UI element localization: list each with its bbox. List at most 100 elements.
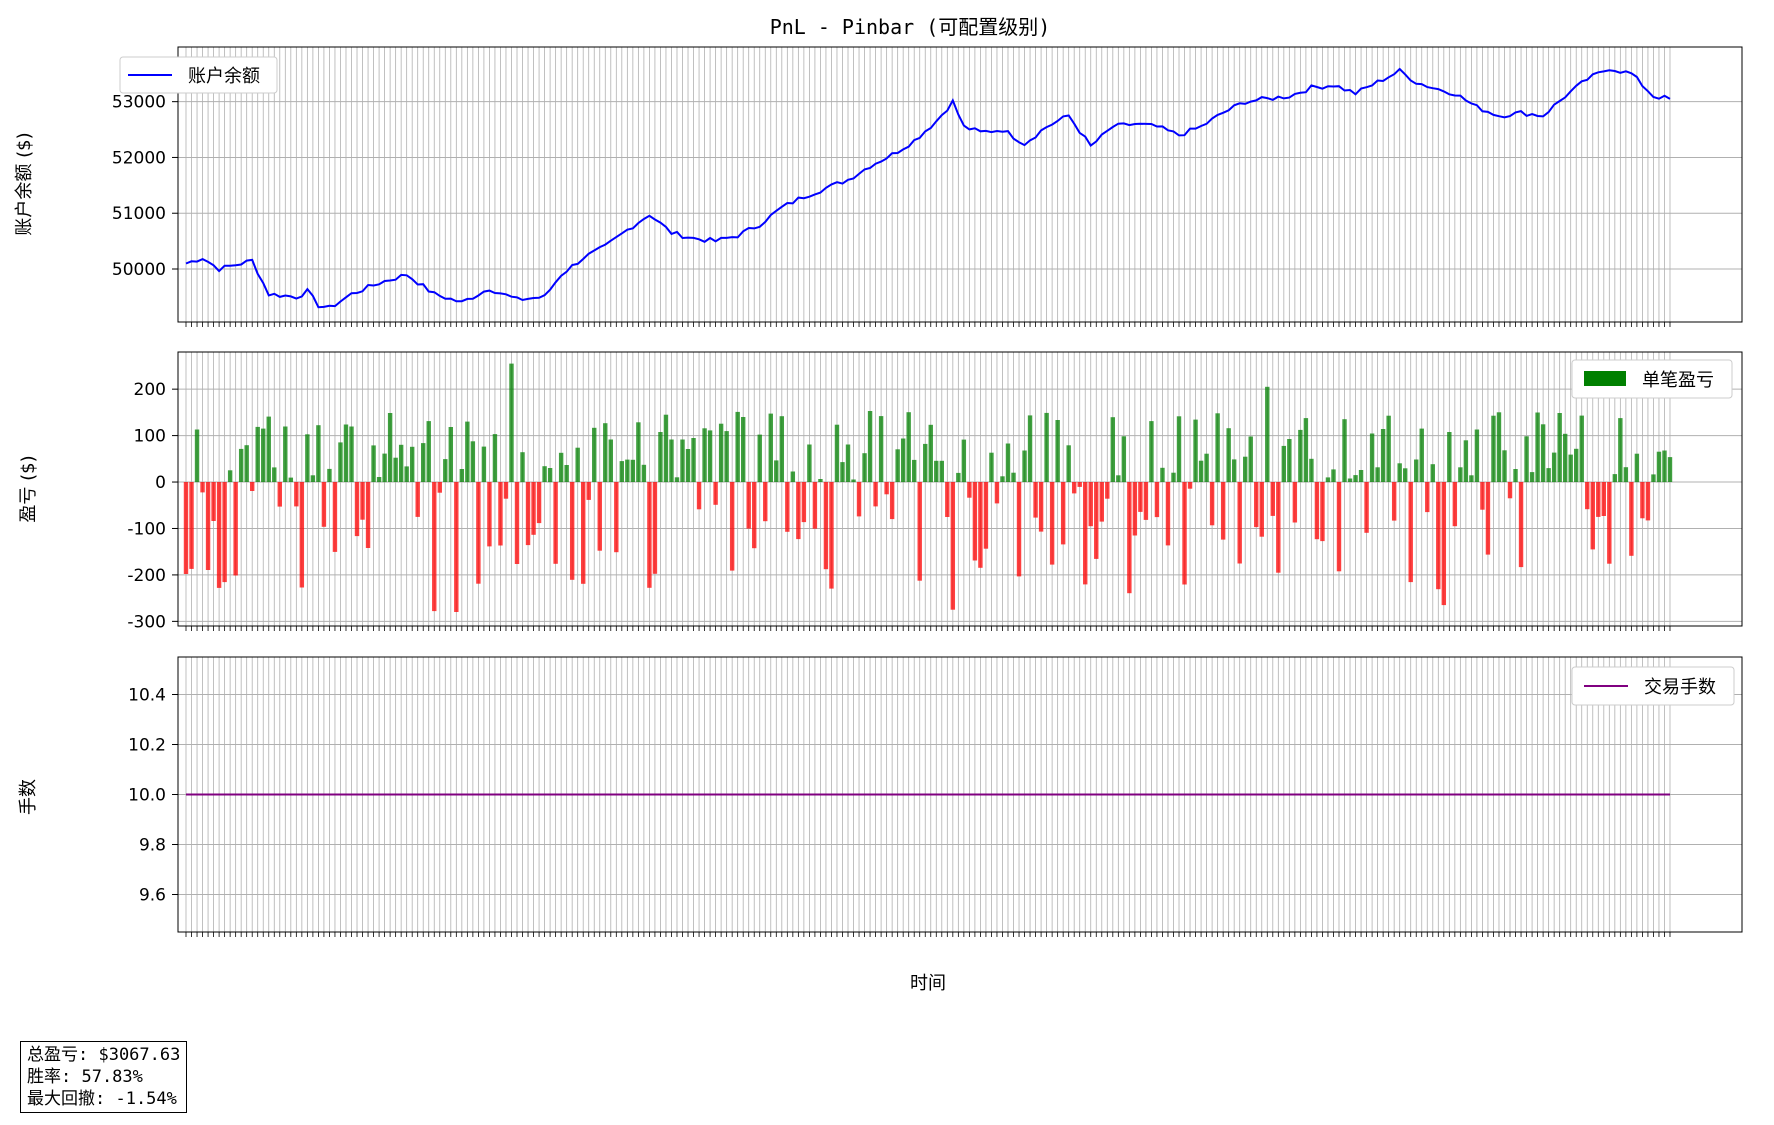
- y-tick-label: 51000: [112, 204, 166, 224]
- pnl-bar: [1198, 460, 1204, 482]
- pnl-panel: -300 -200 -100 0 100 200 盈亏 ($) 单笔盈亏: [18, 351, 1743, 632]
- pnl-bar: [194, 429, 200, 483]
- pnl-bar: [1540, 424, 1546, 482]
- pnl-bar: [1176, 416, 1182, 482]
- pnl-bar: [216, 482, 222, 588]
- pnl-bar: [1193, 419, 1198, 482]
- pnl-bar: [448, 427, 454, 482]
- pnl-bar: [1656, 451, 1662, 483]
- pnl-bar: [1000, 476, 1005, 482]
- pnl-bar: [393, 457, 398, 482]
- pnl-bar: [564, 465, 569, 482]
- pnl-bar: [1005, 443, 1011, 482]
- pnl-bar: [465, 421, 470, 483]
- pnl-bar: [1414, 459, 1419, 482]
- figure-title: PnL - Pinbar (可配置级别): [770, 15, 1051, 39]
- pnl-bar: [459, 469, 465, 482]
- pnl-bar: [1667, 457, 1673, 482]
- pnl-bar: [1281, 445, 1287, 483]
- pnl-bar: [674, 477, 680, 482]
- lots-axes-frame: [177, 656, 1743, 933]
- pnl-bar: [685, 449, 691, 482]
- pnl-bar: [283, 426, 288, 482]
- pnl-bar: [1480, 482, 1485, 510]
- y-tick-label: -200: [127, 566, 166, 586]
- pnl-bar: [630, 459, 636, 482]
- pnl-bar: [1518, 482, 1524, 568]
- pnl-bar: [1391, 482, 1397, 521]
- pnl-bar: [967, 482, 972, 498]
- pnl-bar: [332, 482, 338, 552]
- pnl-bar: [1601, 482, 1606, 516]
- pnl-bar: [867, 411, 873, 483]
- y-tick-label: 0: [155, 473, 166, 493]
- pnl-bar: [878, 416, 884, 482]
- pnl-bar: [1149, 421, 1154, 483]
- pnl-bar: [1204, 453, 1209, 482]
- pnl-grid: [178, 352, 1742, 626]
- pnl-bar: [1579, 415, 1584, 482]
- pnl-bar: [735, 411, 740, 482]
- pnl-bar: [1154, 482, 1160, 518]
- pnl-bar: [972, 482, 978, 561]
- pnl-bar: [1474, 429, 1480, 482]
- pnl-bar: [796, 482, 801, 540]
- pnl-bar: [266, 416, 271, 483]
- pnl-bar: [1270, 482, 1275, 516]
- pnl-bar: [807, 444, 812, 482]
- pnl-bar: [558, 452, 564, 483]
- pnl-bar: [757, 434, 762, 483]
- pnl-bar: [1463, 440, 1469, 482]
- pnl-bar: [812, 482, 818, 529]
- pnl-bar: [1077, 482, 1082, 487]
- pnl-bar: [211, 482, 216, 521]
- pnl-bar: [1458, 467, 1463, 482]
- pnl-bar: [183, 482, 189, 574]
- pnl-bar: [790, 471, 796, 482]
- pnl-bar: [724, 431, 729, 482]
- pnl-bar: [277, 482, 282, 507]
- pnl-bar: [1607, 482, 1612, 564]
- pnl-bar: [1127, 482, 1132, 594]
- pnl-bar: [603, 423, 608, 482]
- pnl-bar: [1033, 482, 1038, 518]
- balance-y-label: 账户余额 ($): [14, 132, 35, 235]
- pnl-bar: [1640, 482, 1645, 519]
- pnl-bar: [691, 438, 696, 482]
- pnl-bar: [1303, 418, 1309, 483]
- pnl-bar: [542, 466, 547, 482]
- pnl-bar: [1634, 453, 1640, 483]
- pnl-bar: [1171, 472, 1176, 483]
- pnl-bar: [536, 482, 542, 524]
- pnl-bar: [956, 472, 961, 482]
- pnl-bar: [1027, 415, 1033, 482]
- pnl-bar: [1336, 482, 1342, 572]
- pnl-bar: [934, 460, 939, 482]
- y-tick-label: 53000: [112, 93, 166, 113]
- pnl-bar: [1430, 464, 1435, 483]
- pnl-bar: [1105, 482, 1110, 499]
- pnl-bar: [939, 460, 944, 483]
- pnl-bar: [1574, 448, 1579, 482]
- pnl-y-ticks: -300 -200 -100 0 100 200: [127, 380, 178, 632]
- balance-grid: [178, 47, 1742, 322]
- pnl-bar: [625, 459, 630, 482]
- pnl-bar: [1226, 428, 1231, 483]
- pnl-bar: [387, 413, 393, 482]
- pnl-bar: [189, 482, 194, 569]
- pnl-bar: [983, 482, 989, 549]
- pnl-bar: [1546, 468, 1551, 483]
- pnl-bar: [1557, 413, 1562, 482]
- pnl-bar: [1138, 482, 1143, 512]
- pnl-bar: [1535, 412, 1540, 483]
- pnl-bar: [409, 446, 415, 482]
- lots-legend-label: 交易手数: [1644, 677, 1716, 698]
- y-tick-label: 9.8: [139, 836, 166, 856]
- pnl-bar: [553, 482, 558, 564]
- pnl-bar: [1590, 482, 1595, 550]
- pnl-y-label: 盈亏 ($): [18, 455, 39, 522]
- stats-box: 总盈亏: $3067.63 胜率: 57.83% 最大回撤: -1.54%: [20, 1041, 188, 1113]
- pnl-bar: [713, 482, 718, 505]
- pnl-bar: [316, 425, 321, 482]
- pnl-bar: [514, 482, 520, 564]
